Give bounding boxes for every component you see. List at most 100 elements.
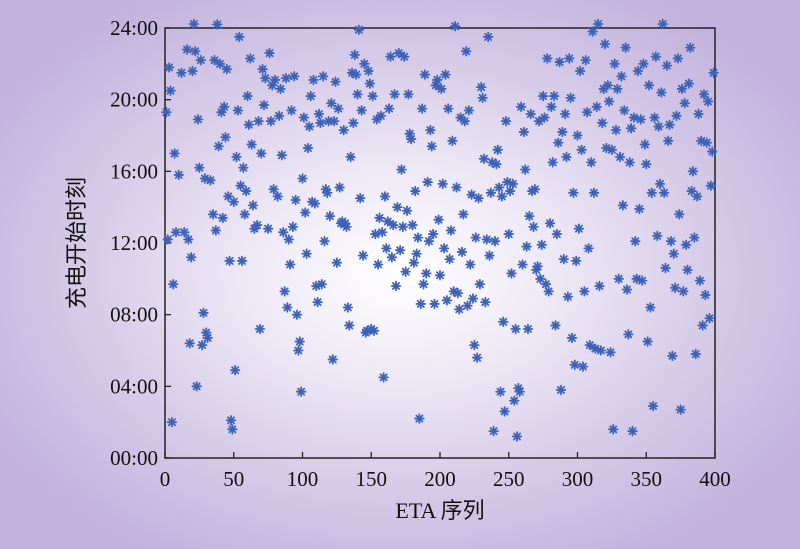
data-point: [423, 236, 435, 247]
x-tick-label: 200: [424, 467, 456, 491]
data-point: [440, 69, 451, 80]
data-point: [532, 261, 543, 272]
data-point: [525, 108, 536, 120]
data-point: [184, 338, 195, 349]
data-point: [632, 65, 644, 77]
data-point: [576, 144, 587, 156]
data-point: [410, 185, 421, 197]
data-point: [474, 279, 486, 290]
data-point: [260, 72, 271, 84]
data-point: [412, 232, 424, 243]
data-point: [298, 112, 310, 123]
data-point: [500, 115, 512, 127]
data-point: [476, 81, 487, 93]
data-point: [680, 239, 692, 250]
data-point: [205, 175, 216, 186]
data-point: [397, 221, 409, 233]
data-point: [583, 243, 594, 254]
data-point: [466, 189, 477, 200]
data-point: [165, 85, 176, 96]
data-point: [214, 58, 226, 70]
data-point: [434, 270, 446, 281]
data-point: [269, 74, 281, 86]
data-points: [161, 18, 719, 442]
data-point: [280, 72, 292, 84]
x-tick-label: 400: [699, 467, 731, 491]
data-point: [540, 279, 552, 290]
data-point: [327, 354, 338, 365]
data-point: [529, 184, 541, 195]
data-point: [286, 105, 297, 116]
data-point: [553, 137, 564, 148]
data-point: [212, 19, 223, 30]
data-point: [342, 302, 354, 313]
data-point: [257, 64, 268, 75]
data-point: [561, 151, 572, 163]
data-point: [639, 139, 651, 150]
data-point: [463, 105, 475, 116]
data-point: [273, 110, 285, 121]
data-point: [674, 209, 685, 220]
data-point: [671, 110, 682, 121]
data-point: [166, 416, 178, 428]
data-point: [377, 227, 388, 238]
data-point: [426, 141, 437, 152]
data-point: [548, 90, 560, 102]
data-point: [559, 108, 571, 120]
data-point: [572, 130, 583, 141]
data-point: [521, 241, 532, 252]
data-point: [251, 219, 263, 231]
y-tick-label: 00:00: [110, 446, 158, 470]
data-point: [635, 114, 646, 125]
data-point: [324, 210, 336, 222]
data-point: [408, 257, 420, 268]
data-point: [562, 291, 574, 302]
data-point: [283, 234, 294, 245]
data-point: [685, 42, 696, 53]
data-point: [489, 236, 501, 247]
data-point: [444, 253, 455, 265]
data-point: [389, 89, 400, 100]
data-point: [414, 413, 425, 424]
data-point: [228, 196, 239, 207]
data-point: [456, 246, 468, 258]
data-point: [544, 218, 556, 229]
data-point: [663, 135, 674, 147]
data-point: [183, 234, 194, 245]
data-point: [396, 164, 407, 175]
data-point: [356, 105, 367, 116]
data-point: [480, 296, 491, 308]
data-point: [642, 336, 653, 347]
data-point: [608, 424, 619, 435]
data-point: [454, 304, 465, 315]
data-point: [625, 123, 637, 134]
data-point: [606, 144, 618, 156]
data-point: [170, 227, 182, 238]
data-point: [291, 309, 303, 320]
data-point: [419, 69, 431, 80]
data-point: [227, 424, 238, 435]
data-point: [352, 89, 363, 100]
data-point: [620, 42, 631, 53]
data-point: [569, 359, 580, 371]
data-point: [364, 78, 376, 89]
data-point: [638, 58, 649, 70]
data-point: [691, 191, 703, 202]
data-point: [192, 114, 204, 125]
data-point: [522, 323, 534, 335]
data-point: [213, 141, 224, 152]
data-point: [460, 46, 472, 57]
data-point: [231, 151, 242, 163]
data-point: [202, 332, 213, 344]
data-point: [495, 386, 506, 397]
y-axis-title: 充电开始时刻: [64, 177, 89, 309]
data-point: [322, 187, 333, 199]
data-point: [363, 65, 374, 77]
data-point: [705, 180, 717, 191]
data-point: [198, 307, 209, 319]
data-point: [185, 252, 197, 263]
data-point: [315, 117, 326, 129]
data-point: [470, 232, 481, 243]
y-tick-label: 08:00: [110, 303, 158, 327]
data-point: [328, 115, 340, 127]
